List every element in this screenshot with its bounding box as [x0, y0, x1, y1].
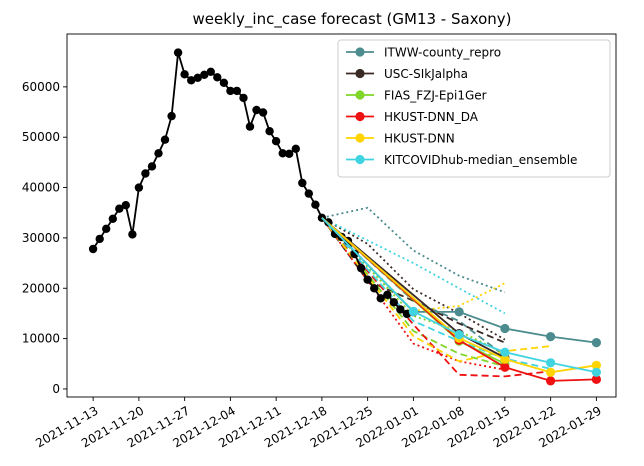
- median-point-0: [454, 307, 464, 317]
- legend-marker: [355, 111, 365, 122]
- median-point-5: [408, 306, 418, 316]
- legend: ITWW-county_repro USC-SIkJalpha FIAS_FZJ-E…: [337, 39, 611, 178]
- truth-point: [356, 263, 366, 273]
- quantile-upper-line-5: [321, 216, 506, 315]
- truth-point: [88, 244, 98, 254]
- legend-label: KITCOVIDhub-median_ensemble: [384, 153, 577, 167]
- legend-marker: [355, 133, 365, 143]
- truth-point: [311, 200, 320, 209]
- truth-point: [219, 78, 229, 88]
- legend-label: USC-SIkJalpha: [384, 67, 468, 81]
- truth-point: [128, 230, 137, 239]
- median-point-5: [546, 358, 556, 368]
- quantile-lower-line-2: [321, 217, 506, 368]
- truth-point: [187, 76, 196, 85]
- truth-point: [226, 86, 235, 96]
- legend-label: HKUST-DNN: [384, 132, 455, 146]
- truth-point: [95, 234, 104, 244]
- legend-label: FIAS_FZJ-Epi1Ger: [384, 89, 487, 103]
- truth-point: [193, 73, 202, 83]
- y-tick-label: 50000: [22, 130, 60, 144]
- truth-point: [383, 290, 392, 299]
- truth-point: [304, 189, 313, 198]
- series-layer: [88, 48, 602, 386]
- truth-point: [134, 183, 144, 192]
- quantile-lower-line-3: [321, 217, 551, 378]
- truth-point: [285, 149, 294, 158]
- truth-point: [102, 224, 111, 233]
- truth-point: [141, 169, 150, 178]
- truth-point: [265, 127, 274, 136]
- truth-point: [154, 149, 163, 158]
- truth-point: [200, 70, 209, 80]
- median-point-0: [546, 332, 556, 342]
- truth-point: [245, 122, 255, 131]
- truth-point: [121, 201, 130, 210]
- truth-point: [258, 108, 268, 117]
- median-point-5: [591, 367, 602, 377]
- median-point-0: [500, 323, 510, 334]
- legend-label: HKUST-DNN_DA: [384, 110, 479, 124]
- truth-point: [108, 214, 118, 223]
- truth-point: [252, 105, 261, 115]
- truth-point: [239, 93, 248, 103]
- truth-point: [298, 178, 307, 188]
- median-point-4: [500, 354, 510, 364]
- median-point-3: [591, 374, 602, 384]
- truth-point: [370, 284, 379, 293]
- truth-point: [363, 275, 372, 284]
- legend-label: ITWW-county_repro: [384, 46, 501, 60]
- median-point-5: [454, 330, 464, 340]
- legend-marker: [355, 90, 365, 100]
- quantile-upper-line-0: [321, 206, 506, 294]
- truth-point: [350, 249, 359, 259]
- y-tick-label: 10000: [22, 332, 60, 346]
- chart-title: weekly_inc_case forecast (GM13 - Saxony): [192, 10, 511, 29]
- median-point-3: [500, 362, 510, 372]
- legend-marker: [355, 47, 365, 57]
- median-point-4: [546, 367, 556, 377]
- quantile-upper-line-1: [321, 217, 506, 341]
- median-point-4: [591, 360, 602, 370]
- truth-point: [115, 204, 124, 213]
- quantile-upper-line-3: [321, 217, 506, 371]
- truth-point: [180, 70, 189, 79]
- truth-point: [167, 111, 176, 121]
- truth-point: [147, 162, 157, 171]
- truth-point: [389, 298, 398, 307]
- plot-area: [66, 33, 617, 398]
- truth-point: [206, 67, 215, 77]
- truth-point: [278, 149, 287, 158]
- legend-marker: [355, 68, 365, 79]
- truth-point: [213, 73, 222, 82]
- truth-point: [291, 144, 300, 153]
- y-axis: 0 10000 20000 30000 40000 50000 60000: [22, 80, 67, 396]
- truth-point: [160, 135, 170, 144]
- legend-box: [337, 39, 611, 178]
- plot-frame: [66, 33, 617, 398]
- truth-point: [376, 294, 385, 303]
- truth-point: [232, 86, 242, 96]
- y-tick-label: 60000: [22, 80, 60, 94]
- truth-point: [271, 137, 281, 146]
- y-tick-label: 20000: [22, 281, 60, 295]
- median-point-3: [546, 376, 556, 386]
- y-tick-label: 30000: [22, 231, 60, 245]
- median-point-0: [591, 338, 602, 348]
- legend-marker: [355, 154, 365, 165]
- truth-point: [173, 48, 183, 57]
- median-line-5: [321, 217, 597, 374]
- median-point-5: [500, 347, 510, 357]
- truth-point: [396, 305, 405, 314]
- y-tick-label: 0: [52, 382, 60, 396]
- y-tick-label: 40000: [22, 181, 60, 195]
